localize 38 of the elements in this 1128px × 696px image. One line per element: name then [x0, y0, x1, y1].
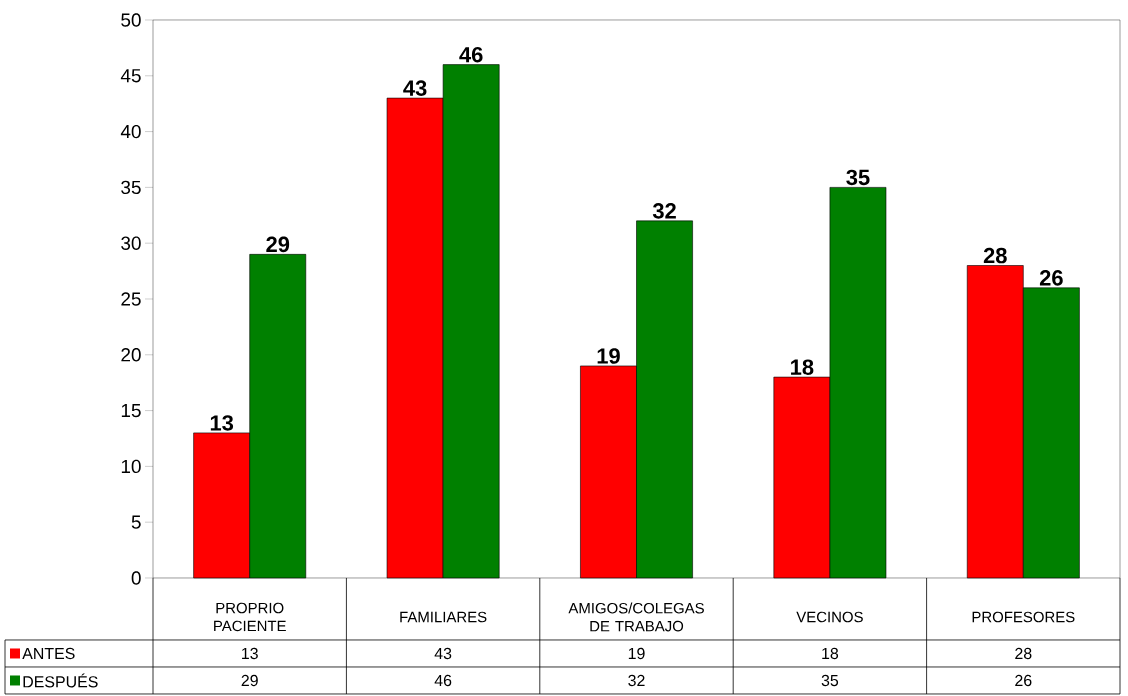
y-tick-label: 10 [121, 459, 141, 474]
legend-label: DESPUÉS [23, 673, 98, 688]
annotation: 13 [210, 415, 234, 431]
y-tick-label: 35 [121, 180, 141, 195]
data-label: 13 [242, 647, 258, 660]
annotation: 26 [1039, 270, 1063, 286]
y-tick-label: 45 [120, 69, 141, 83]
annotation: 35 [846, 169, 870, 186]
annotation: 19 [597, 348, 620, 364]
x-tick-label: VECINOS [796, 611, 863, 623]
x-tick-label: PROFESORES [972, 611, 1075, 623]
annotation: 29 [266, 236, 290, 253]
data-label: 26 [1015, 674, 1032, 687]
data-label: 32 [628, 674, 645, 687]
y-tick-label: 5 [131, 515, 141, 529]
data-label: 18 [822, 647, 839, 660]
data-label: 43 [434, 647, 452, 660]
x-tick-label: FAMILIARES [400, 611, 487, 623]
y-tick-label: 30 [121, 236, 141, 250]
y-tick-label: 15 [121, 403, 141, 418]
annotation: 43 [403, 80, 427, 96]
y-tick-label: 25 [121, 292, 141, 306]
y-tick-label: 0 [131, 571, 141, 585]
y-tick-label: 40 [120, 124, 141, 139]
annotation: 28 [983, 247, 1007, 264]
data-label: 28 [1015, 647, 1032, 660]
x-tick-label: AMIGOS/COLEGAS DE TRABAJO [568, 602, 704, 632]
annotation: 46 [459, 46, 483, 63]
data-label: 35 [821, 674, 839, 687]
data-label: 46 [434, 674, 452, 687]
annotation: 18 [791, 359, 814, 375]
y-tick-label: 50 [121, 13, 141, 27]
annotation: 32 [652, 203, 676, 219]
data-label: 29 [241, 674, 258, 687]
data-label: 19 [628, 647, 645, 660]
y-tick-label: 20 [121, 348, 141, 362]
legend-label: ANTES [22, 647, 75, 660]
x-tick-label: PROPRIO PACIENTE [214, 602, 286, 632]
